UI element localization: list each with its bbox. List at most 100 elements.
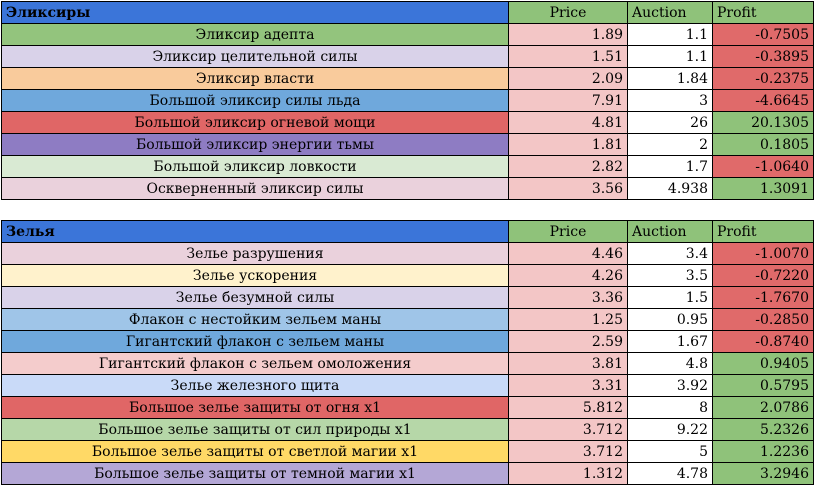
price-cell[interactable]: 3.712 [508, 418, 628, 441]
profit-cell[interactable]: -0.3895 [712, 45, 814, 68]
profit-cell[interactable]: -0.8740 [712, 330, 814, 353]
elixirs-auction-header[interactable]: Auction [627, 1, 713, 24]
price-cell[interactable]: 2.82 [508, 155, 628, 178]
price-cell[interactable]: 1.312 [508, 462, 628, 485]
name-cell[interactable]: Флакон с нестойким зельем маны [1, 308, 509, 331]
auction-cell[interactable]: 5 [627, 440, 713, 463]
elixirs-title-cell[interactable]: Эликсиры [1, 1, 509, 24]
potions-profit-header[interactable]: Profit [712, 220, 814, 243]
auction-cell[interactable]: 3 [627, 89, 713, 112]
profit-cell[interactable]: 0.1805 [712, 133, 814, 156]
profit-cell[interactable]: -1.0070 [712, 242, 814, 265]
name-cell[interactable]: Большой эликсир энергии тьмы [1, 133, 509, 156]
name-cell[interactable]: Эликсир целительной силы [1, 45, 509, 68]
profit-cell[interactable]: -0.2850 [712, 308, 814, 331]
price-cell[interactable]: 2.59 [508, 330, 628, 353]
table-row: Зелье ускорения 4.26 3.5 -0.7220 [1, 264, 814, 287]
table-row: Большое зелье защиты от сил природы x1 3.… [1, 418, 814, 441]
profit-cell[interactable]: 1.2236 [712, 440, 814, 463]
price-cell[interactable]: 1.89 [508, 23, 628, 46]
table-row: Эликсир целительной силы 1.51 1.1 -0.3895 [1, 45, 814, 68]
table-row: Зелье безумной силы 3.36 1.5 -1.7670 [1, 286, 814, 309]
elixirs-profit-header[interactable]: Profit [712, 1, 814, 24]
name-cell[interactable]: Большое зелье защиты от светлой магии x1 [1, 440, 509, 463]
name-cell[interactable]: Эликсир власти [1, 67, 509, 90]
name-cell[interactable]: Большое зелье защиты от сил природы x1 [1, 418, 509, 441]
name-cell[interactable]: Гигантский флакон с зельем маны [1, 330, 509, 353]
name-cell[interactable]: Большой эликсир огневой мощи [1, 111, 509, 134]
table-row: Флакон с нестойким зельем маны 1.25 0.95 -0… [1, 308, 814, 331]
price-cell[interactable]: 3.81 [508, 352, 628, 375]
price-cell[interactable]: 3.31 [508, 374, 628, 397]
profit-cell[interactable]: -0.7505 [712, 23, 814, 46]
auction-cell[interactable]: 4.78 [627, 462, 713, 485]
auction-cell[interactable]: 4.8 [627, 352, 713, 375]
profit-cell[interactable]: 20.1305 [712, 111, 814, 134]
elixirs-body: Эликсир адепта 1.89 1.1 -0.7505 Эликсир цели… [1, 23, 814, 200]
name-cell[interactable]: Гигантский флакон с зельем омоложения [1, 352, 509, 375]
name-cell[interactable]: Большое зелье защиты от огня x1 [1, 396, 509, 419]
table-row: Большой эликсир огневой мощи 4.81 26 20.130… [1, 111, 814, 134]
name-cell[interactable]: Зелье разрушения [1, 242, 509, 265]
profit-cell[interactable]: 0.5795 [712, 374, 814, 397]
table-row: Большое зелье защиты от огня x1 5.812 8 2.0… [1, 396, 814, 419]
auction-cell[interactable]: 4.938 [627, 177, 713, 200]
auction-cell[interactable]: 1.7 [627, 155, 713, 178]
price-cell[interactable]: 1.51 [508, 45, 628, 68]
auction-cell[interactable]: 26 [627, 111, 713, 134]
price-cell[interactable]: 1.81 [508, 133, 628, 156]
auction-cell[interactable]: 1.67 [627, 330, 713, 353]
auction-cell[interactable]: 3.5 [627, 264, 713, 287]
price-cell[interactable]: 1.25 [508, 308, 628, 331]
table-row: Большое зелье защиты от темной магии x1 1… [1, 462, 814, 485]
auction-cell[interactable]: 0.95 [627, 308, 713, 331]
potions-table: Зелья Price Auction Profit Зелье разруше… [1, 220, 814, 485]
profit-cell[interactable]: 5.2326 [712, 418, 814, 441]
price-cell[interactable]: 4.46 [508, 242, 628, 265]
profit-cell[interactable]: 2.0786 [712, 396, 814, 419]
price-cell[interactable]: 3.36 [508, 286, 628, 309]
table-row: Эликсир власти 2.09 1.84 -0.2375 [1, 67, 814, 90]
price-cell[interactable]: 3.56 [508, 177, 628, 200]
profit-cell[interactable]: -0.7220 [712, 264, 814, 287]
price-cell[interactable]: 5.812 [508, 396, 628, 419]
auction-cell[interactable]: 1.1 [627, 23, 713, 46]
auction-cell[interactable]: 9.22 [627, 418, 713, 441]
name-cell[interactable]: Большой эликсир силы льда [1, 89, 509, 112]
profit-cell[interactable]: -1.7670 [712, 286, 814, 309]
profit-cell[interactable]: -1.0640 [712, 155, 814, 178]
name-cell[interactable]: Оскверненный эликсир силы [1, 177, 509, 200]
elixirs-price-header[interactable]: Price [508, 1, 628, 24]
auction-cell[interactable]: 1.5 [627, 286, 713, 309]
name-cell[interactable]: Зелье ускорения [1, 264, 509, 287]
auction-cell[interactable]: 2 [627, 133, 713, 156]
name-cell[interactable]: Большое зелье защиты от темной магии x1 [1, 462, 509, 485]
table-row: Большой эликсир силы льда 7.91 3 -4.6645 [1, 89, 814, 112]
potions-price-header[interactable]: Price [508, 220, 628, 243]
profit-cell[interactable]: -0.2375 [712, 67, 814, 90]
auction-cell[interactable]: 8 [627, 396, 713, 419]
elixirs-header-row: Эликсиры Price Auction Profit [1, 1, 814, 24]
auction-cell[interactable]: 3.4 [627, 242, 713, 265]
price-cell[interactable]: 7.91 [508, 89, 628, 112]
table-row: Гигантский флакон с зельем маны 2.59 1.67-… [1, 330, 814, 353]
potions-title-cell[interactable]: Зелья [1, 220, 509, 243]
price-cell[interactable]: 3.712 [508, 440, 628, 463]
name-cell[interactable]: Большой эликсир ловкости [1, 155, 509, 178]
price-cell[interactable]: 2.09 [508, 67, 628, 90]
auction-cell[interactable]: 3.92 [627, 374, 713, 397]
table-row: Большое зелье защиты от светлой магии x1… [1, 440, 814, 463]
auction-cell[interactable]: 1.1 [627, 45, 713, 68]
table-row: Зелье разрушения 4.46 3.4 -1.0070 [1, 242, 814, 265]
potions-auction-header[interactable]: Auction [627, 220, 713, 243]
price-cell[interactable]: 4.26 [508, 264, 628, 287]
price-cell[interactable]: 4.81 [508, 111, 628, 134]
profit-cell[interactable]: 1.3091 [712, 177, 814, 200]
profit-cell[interactable]: 3.2946 [712, 462, 814, 485]
profit-cell[interactable]: 0.9405 [712, 352, 814, 375]
name-cell[interactable]: Эликсир адепта [1, 23, 509, 46]
profit-cell[interactable]: -4.6645 [712, 89, 814, 112]
name-cell[interactable]: Зелье железного щита [1, 374, 509, 397]
name-cell[interactable]: Зелье безумной силы [1, 286, 509, 309]
auction-cell[interactable]: 1.84 [627, 67, 713, 90]
